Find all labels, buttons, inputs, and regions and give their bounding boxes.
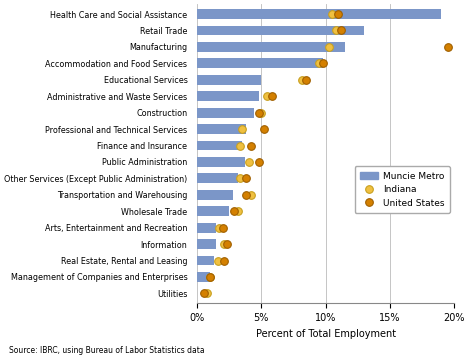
Bar [197, 157, 245, 167]
Legend: Muncie Metro, Indiana, United States: Muncie Metro, Indiana, United States [355, 166, 450, 213]
Bar [197, 108, 254, 117]
Bar [197, 75, 261, 85]
Bar [197, 239, 216, 249]
Bar [197, 42, 345, 52]
Bar [197, 223, 216, 233]
Text: Source: IBRC, using Bureau of Labor Statistics data: Source: IBRC, using Bureau of Labor Stat… [9, 346, 205, 355]
Bar [197, 256, 214, 266]
Bar [197, 9, 441, 19]
Bar [197, 124, 246, 134]
Bar [197, 91, 259, 101]
Bar [197, 59, 323, 68]
Bar [197, 174, 238, 183]
X-axis label: Percent of Total Employment: Percent of Total Employment [256, 328, 396, 338]
Bar [197, 26, 364, 35]
Bar [197, 190, 233, 200]
Bar [197, 272, 210, 282]
Bar [197, 141, 242, 150]
Bar [197, 206, 229, 216]
